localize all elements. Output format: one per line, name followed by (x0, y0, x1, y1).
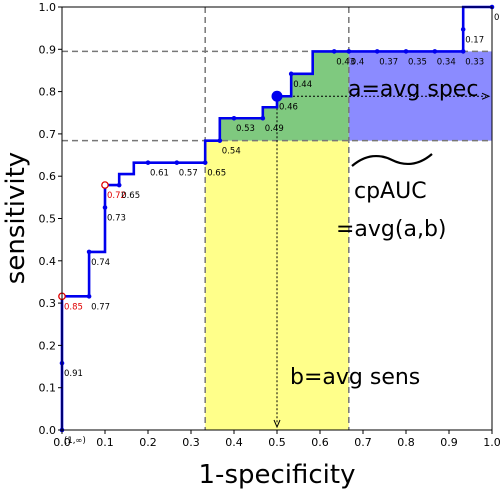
threshold-label-16: 0.43 (336, 57, 355, 67)
threshold-point-22 (460, 27, 466, 32)
threshold-label-23: 0 (494, 13, 499, 23)
threshold-point-5 (102, 205, 108, 210)
region-avg-spec (348, 51, 492, 141)
x-tick-label-9: 0.9 (440, 436, 458, 449)
tick-labels: 0.0 0.1 0.2 0.3 0.4 0.5 0.6 0.7 0.8 0.9 1.0 0.0 0.1 0… (39, 1, 501, 449)
threshold-point-17 (346, 49, 352, 54)
annotation-cpauc: cpAUC (354, 179, 427, 204)
y-tick-label-6: 0.6 (39, 170, 57, 183)
threshold-label-5: 0.73 (107, 214, 126, 224)
threshold-label-15: 0.44 (293, 80, 312, 90)
threshold-point-8 (145, 160, 151, 165)
x-tick-label-7: 0.7 (354, 436, 372, 449)
threshold-label-1: 0.91 (64, 369, 83, 379)
y-tick-label-5: 0.5 (39, 213, 57, 226)
y-tick-label-1: 0.1 (39, 382, 57, 395)
threshold-markers: (1,∞)0.910.85 0.770.740.730.720.650.61 0.5… (58, 4, 499, 446)
y-tick-label-7: 0.7 (39, 128, 57, 141)
threshold-label-8: 0.61 (150, 169, 169, 179)
cpauc-tilde-icon (351, 153, 433, 167)
y-tick-label-9: 0.9 (39, 43, 57, 56)
x-axis-label: 1-specificity (199, 460, 356, 490)
y-tick-label-8: 0.8 (39, 86, 57, 99)
threshold-point-10 (202, 160, 208, 165)
annotation-cpauc-eq: =avg(a,b) (336, 217, 447, 242)
threshold-point-15 (288, 71, 294, 77)
roc-curve-layer (60, 5, 492, 430)
threshold-label-6: 0.72 (107, 191, 126, 201)
threshold-label-17: 0.4 (351, 57, 365, 67)
threshold-label-11: 0.54 (222, 147, 241, 157)
reference-lines (62, 7, 492, 430)
threshold-label-0: (1,∞) (64, 436, 86, 446)
threshold-label-2: 0.85 (64, 302, 83, 312)
x-tick-label-8: 0.8 (397, 436, 415, 449)
threshold-point-3 (86, 294, 92, 299)
y-tick-label-3: 0.3 (39, 297, 57, 310)
threshold-label-9: 0.57 (179, 169, 198, 179)
annotations: a=avg spec b=avg sens cpAUC =avg(a,b) (290, 77, 478, 390)
threshold-point-18 (374, 49, 380, 54)
x-tick-label-0: 0.0 (53, 436, 71, 449)
x-tick-label-3: 0.3 (182, 436, 200, 449)
threshold-label-20: 0.34 (437, 57, 456, 67)
x-tick-label-2: 0.2 (139, 436, 157, 449)
threshold-point-20 (432, 49, 438, 54)
y-axis-label: sensitivity (1, 152, 31, 284)
threshold-label-14: 0.46 (279, 102, 298, 112)
threshold-point-13 (260, 115, 266, 121)
x-tick-label-6: 0.6 (311, 436, 329, 449)
threshold-label-7: 0.65 (121, 191, 140, 201)
threshold-point-21 (460, 49, 466, 54)
threshold-label-18: 0.37 (379, 57, 398, 67)
annotation-avg-sens: b=avg sens (290, 365, 420, 390)
arrow-avg-sens-head (273, 419, 281, 429)
threshold-label-13: 0.49 (265, 124, 284, 134)
y-tick-label-2: 0.2 (39, 339, 57, 352)
roc-curve (60, 5, 492, 430)
threshold-label-12: 0.53 (236, 124, 255, 134)
threshold-label-19: 0.35 (408, 57, 427, 67)
threshold-point-6 (101, 181, 109, 189)
threshold-label-21: 0.33 (465, 57, 484, 67)
threshold-point-16 (331, 49, 337, 54)
threshold-point-7 (116, 182, 122, 188)
highlight-point (271, 90, 283, 102)
threshold-label-3: 0.77 (91, 302, 110, 312)
y-tick-label-4: 0.4 (39, 255, 57, 268)
threshold-point-11 (217, 138, 223, 143)
threshold-label-10: 0.65 (207, 169, 226, 179)
annotation-avg-spec: a=avg spec (348, 77, 478, 102)
y-tick-label-0: 0.0 (39, 424, 57, 437)
threshold-point-4 (86, 249, 92, 255)
x-tick-label-10: 1.0 (483, 436, 501, 449)
x-tick-label-1: 0.1 (96, 436, 114, 449)
threshold-point-19 (403, 49, 409, 54)
threshold-point-9 (174, 160, 180, 165)
x-tick-label-4: 0.4 (225, 436, 243, 449)
threshold-label-4: 0.74 (91, 258, 110, 268)
threshold-point-12 (231, 115, 237, 121)
y-tick-label-10: 1.0 (39, 1, 57, 14)
threshold-label-22: 0.17 (465, 35, 484, 45)
x-tick-label-5: 0.5 (268, 436, 286, 449)
arrow-avg-spec-head (481, 92, 491, 100)
